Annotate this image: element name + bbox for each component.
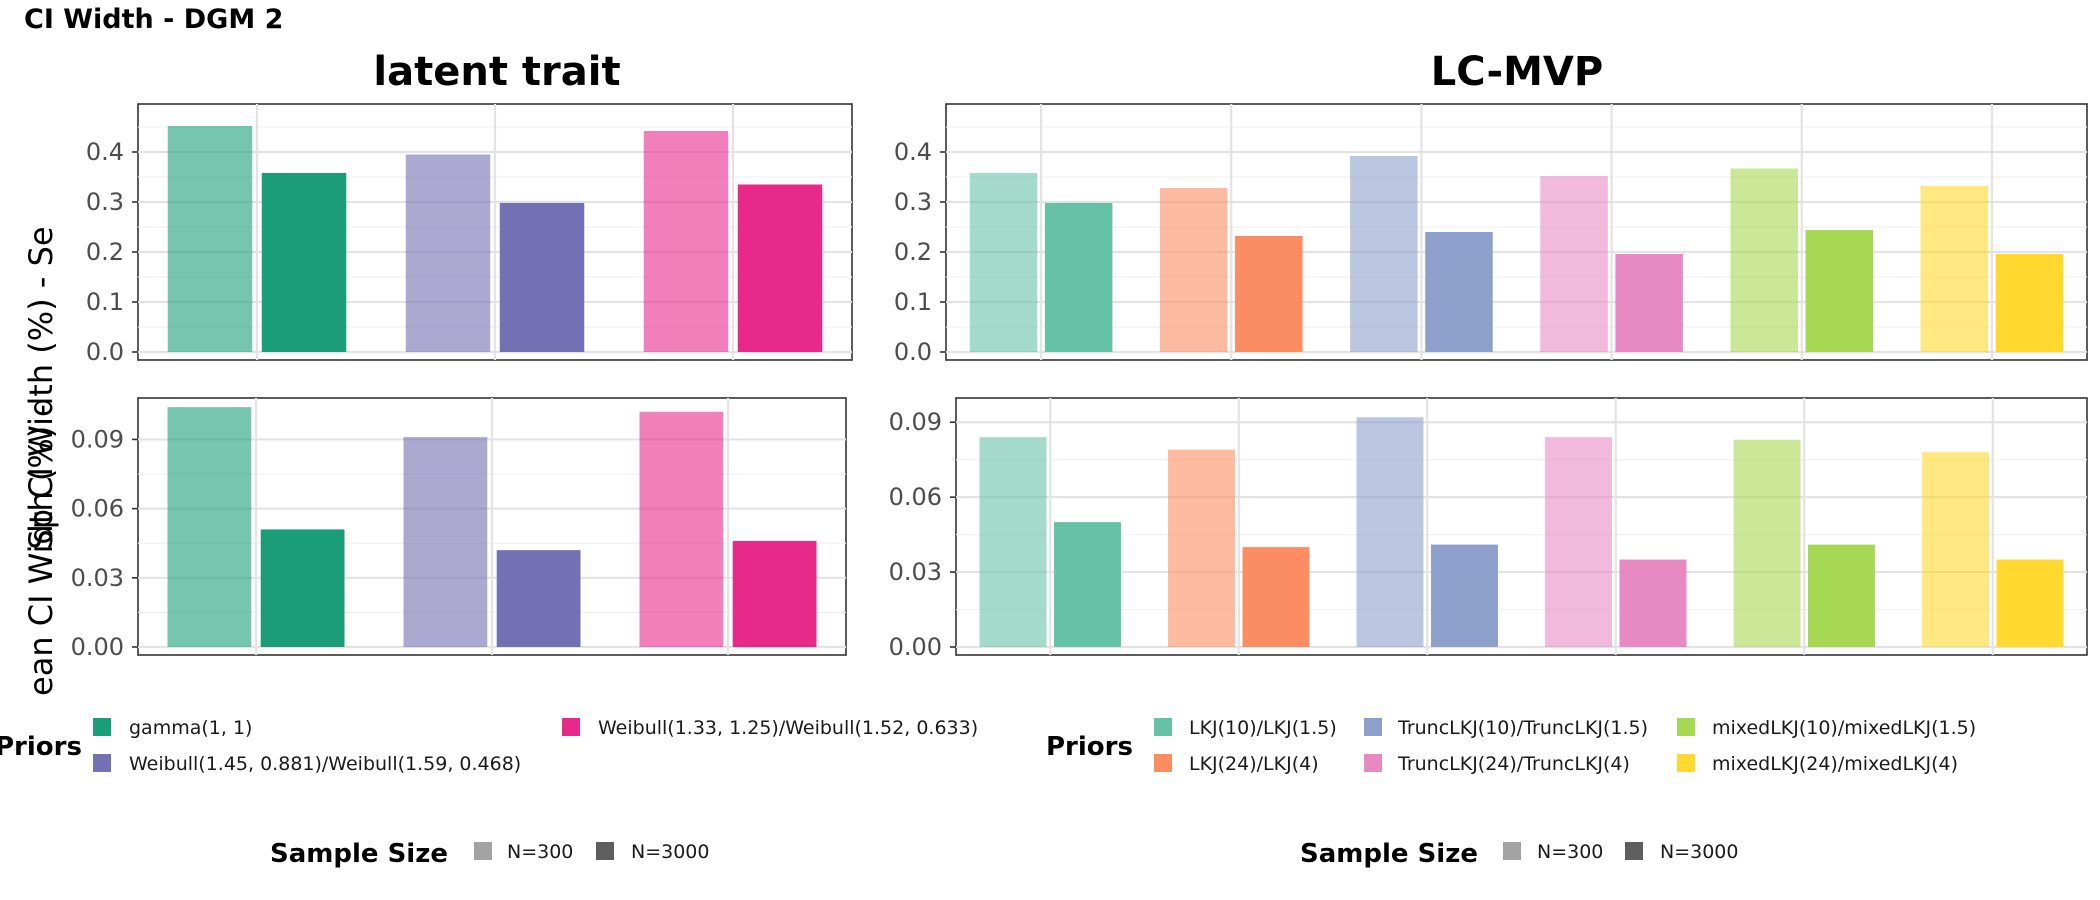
bar-lc-sp-n3000-3: TruncLKJ(24)/TruncLKJ(4) · N=3000: 0.035 xyxy=(1619,559,1687,647)
figure-title: CI Width - DGM 2 xyxy=(24,4,283,35)
bar-lc-se-n300-4: mixedLKJ(10)/mixedLKJ(1.5) · N=300: 0.36… xyxy=(1730,168,1798,352)
legend-label: N=300 xyxy=(507,841,573,863)
bar-lc-se-n300-5: mixedLKJ(24)/mixedLKJ(4) · N=300: 0.332 xyxy=(1920,186,1989,352)
bar-lc-se-n3000-4: mixedLKJ(10)/mixedLKJ(1.5) · N=3000: 0.2… xyxy=(1805,230,1874,352)
legend-label: LKJ(24)/LKJ(4) xyxy=(1189,753,1319,775)
bar-lt-se-n3000-0: gamma(1, 1) · N=3000: 0.358 xyxy=(261,173,347,352)
legend-lc-mvp: Priors LKJ(10)/LKJ(1.5) LKJ(24)/LKJ(4) T… xyxy=(1046,717,1976,869)
legend-swatch xyxy=(1364,718,1382,736)
bar-lt-sp-n300-2: Weibull(1.33, 1.25)/Weibull(1.52, 0.633)… xyxy=(639,411,724,647)
y-tick-label: 0.0 xyxy=(894,338,932,366)
legend-label: gamma(1, 1) xyxy=(129,717,252,739)
y-axis-title-top: Sp CI Width (%) - Se xyxy=(22,226,60,549)
bar-lc-sp-n300-3: TruncLKJ(24)/TruncLKJ(4) · N=300: 0.084 xyxy=(1545,437,1612,647)
legend-label: N=3000 xyxy=(1660,841,1739,863)
legend-swatch xyxy=(1503,842,1521,860)
chart-panel-latent-trait-sp: gamma(1, 1) · N=300: 0.104gamma(1, 1) · … xyxy=(71,397,847,661)
y-tick-label: 0.09 xyxy=(71,425,124,453)
legend-swatch xyxy=(1154,754,1172,772)
plot-area xyxy=(955,397,2088,656)
bar-lc-se-n3000-3: TruncLKJ(24)/TruncLKJ(4) · N=3000: 0.196 xyxy=(1615,254,1683,352)
legend-label: mixedLKJ(24)/mixedLKJ(4) xyxy=(1712,753,1958,775)
bar-lc-sp-n300-2: TruncLKJ(10)/TruncLKJ(1.5) · N=300: 0.09… xyxy=(1356,417,1424,647)
legend-swatch xyxy=(93,754,111,772)
bar-lc-sp-n3000-2: TruncLKJ(10)/TruncLKJ(1.5) · N=3000: 0.0… xyxy=(1431,544,1498,647)
bar-lc-sp-n300-1: LKJ(24)/LKJ(4) · N=300: 0.079 xyxy=(1168,449,1235,647)
chart-panel-lc-mvp-sp: LKJ(10)/LKJ(1.5) · N=300: 0.084LKJ(10)/L… xyxy=(889,397,2088,661)
legend-swatch xyxy=(562,718,580,736)
y-tick-label: 0.09 xyxy=(889,408,942,436)
legend-sample-size-title: Sample Size xyxy=(270,839,448,869)
bar-lc-sp-n3000-0: LKJ(10)/LKJ(1.5) · N=3000: 0.05 xyxy=(1054,522,1121,647)
bar-lc-se-n3000-0: LKJ(10)/LKJ(1.5) · N=3000: 0.298 xyxy=(1044,203,1113,352)
legend-label: N=3000 xyxy=(631,841,710,863)
bar-lt-se-n3000-2: Weibull(1.33, 1.25)/Weibull(1.52, 0.633)… xyxy=(737,184,823,352)
legend-latent-trait: Priors gamma(1, 1) Weibull(1.45, 0.881)/… xyxy=(0,717,978,869)
y-tick-label: 0.1 xyxy=(894,288,932,316)
legend-label: TruncLKJ(10)/TruncLKJ(1.5) xyxy=(1397,717,1648,739)
legend-priors-title: Priors xyxy=(0,732,82,762)
chart-panel-latent-trait-se: gamma(1, 1) · N=300: 0.452gamma(1, 1) · … xyxy=(86,103,853,366)
bar-lt-se-n300-0: gamma(1, 1) · N=300: 0.452 xyxy=(167,126,253,352)
bar-lc-se-n300-0: LKJ(10)/LKJ(1.5) · N=300: 0.358 xyxy=(969,173,1038,352)
y-tick-label: 0.4 xyxy=(86,138,124,166)
y-tick-label: 0.2 xyxy=(894,238,932,266)
legend-swatch xyxy=(1677,754,1695,772)
panel-title-latent-trait: latent trait xyxy=(373,49,620,95)
y-tick-label: 0.0 xyxy=(86,338,124,366)
legend-priors-title: Priors xyxy=(1046,732,1133,762)
bar-lc-sp-n3000-4: mixedLKJ(10)/mixedLKJ(1.5) · N=3000: 0.0… xyxy=(1808,544,1875,647)
y-axis-title-bottom: ean CI Width (%) - xyxy=(22,404,60,696)
legend-swatch xyxy=(1154,718,1172,736)
y-tick-label: 0.00 xyxy=(889,633,942,661)
bar-lt-se-n3000-1: Weibull(1.45, 0.881)/Weibull(1.59, 0.468… xyxy=(499,203,585,352)
legend-label: Weibull(1.33, 1.25)/Weibull(1.52, 0.633) xyxy=(598,717,978,739)
legend-swatch xyxy=(1364,754,1382,772)
bar-lc-se-n300-2: TruncLKJ(10)/TruncLKJ(1.5) · N=300: 0.39… xyxy=(1350,156,1418,352)
bar-lc-se-n300-1: LKJ(24)/LKJ(4) · N=300: 0.328 xyxy=(1159,188,1228,352)
y-tick-label: 0.1 xyxy=(86,288,124,316)
legend-label: N=300 xyxy=(1537,841,1603,863)
y-tick-label: 0.03 xyxy=(889,558,942,586)
bar-lt-sp-n3000-1: Weibull(1.45, 0.881)/Weibull(1.59, 0.468… xyxy=(496,550,581,647)
chart-panel-lc-mvp-se: LKJ(10)/LKJ(1.5) · N=300: 0.358LKJ(10)/L… xyxy=(894,103,2088,366)
bar-lt-sp-n3000-0: gamma(1, 1) · N=3000: 0.051 xyxy=(260,529,345,647)
y-tick-label: 0.3 xyxy=(894,188,932,216)
bar-lt-se-n300-2: Weibull(1.33, 1.25)/Weibull(1.52, 0.633)… xyxy=(643,131,729,352)
bar-lt-sp-n300-0: gamma(1, 1) · N=300: 0.104 xyxy=(167,407,252,647)
legend-swatch xyxy=(93,718,111,736)
bar-lc-se-n3000-5: mixedLKJ(24)/mixedLKJ(4) · N=3000: 0.196 xyxy=(1995,254,2064,352)
legend-label: Weibull(1.45, 0.881)/Weibull(1.59, 0.468… xyxy=(129,753,521,775)
bar-lc-se-n3000-2: TruncLKJ(10)/TruncLKJ(1.5) · N=3000: 0.2… xyxy=(1425,232,1493,352)
y-tick-label: 0.4 xyxy=(894,138,932,166)
bar-lc-sp-n3000-5: mixedLKJ(24)/mixedLKJ(4) · N=3000: 0.035 xyxy=(1996,559,2064,647)
y-tick-label: 0.03 xyxy=(71,564,124,592)
y-tick-label: 0.06 xyxy=(889,483,942,511)
bar-lt-sp-n300-1: Weibull(1.45, 0.881)/Weibull(1.59, 0.468… xyxy=(403,437,488,647)
legend-swatch xyxy=(1625,842,1643,860)
legend-swatch xyxy=(596,842,614,860)
legend-label: TruncLKJ(24)/TruncLKJ(4) xyxy=(1397,753,1630,775)
plot-area xyxy=(945,103,2088,361)
panel-title-lc-mvp: LC-MVP xyxy=(1431,49,1603,95)
y-tick-label: 0.00 xyxy=(71,633,124,661)
y-tick-label: 0.3 xyxy=(86,188,124,216)
y-tick-label: 0.2 xyxy=(86,238,124,266)
legend-swatch xyxy=(1677,718,1695,736)
legend-label: mixedLKJ(10)/mixedLKJ(1.5) xyxy=(1712,717,1976,739)
y-tick-label: 0.06 xyxy=(71,495,124,523)
bar-lt-sp-n3000-2: Weibull(1.33, 1.25)/Weibull(1.52, 0.633)… xyxy=(732,540,817,647)
bar-lc-sp-n300-4: mixedLKJ(10)/mixedLKJ(1.5) · N=300: 0.08… xyxy=(1733,439,1801,647)
bar-lc-sp-n3000-1: LKJ(24)/LKJ(4) · N=3000: 0.04 xyxy=(1242,547,1310,647)
bar-lc-se-n3000-1: LKJ(24)/LKJ(4) · N=3000: 0.232 xyxy=(1235,236,1303,352)
bar-lc-sp-n300-5: mixedLKJ(24)/mixedLKJ(4) · N=300: 0.078 xyxy=(1922,452,1989,647)
legend-label: LKJ(10)/LKJ(1.5) xyxy=(1189,717,1337,739)
legend-sample-size-title: Sample Size xyxy=(1300,839,1478,869)
bar-lc-se-n300-3: TruncLKJ(24)/TruncLKJ(4) · N=300: 0.352 xyxy=(1540,176,1608,352)
bar-lt-se-n300-1: Weibull(1.45, 0.881)/Weibull(1.59, 0.468… xyxy=(405,154,491,352)
legend-swatch xyxy=(474,842,492,860)
bar-lc-sp-n300-0: LKJ(10)/LKJ(1.5) · N=300: 0.084 xyxy=(979,437,1047,647)
